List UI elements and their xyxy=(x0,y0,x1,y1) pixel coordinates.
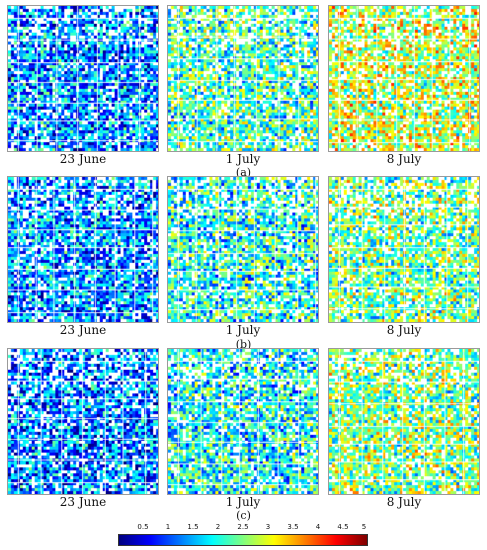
row-label-a: (a) xyxy=(235,166,252,179)
map-canvas xyxy=(8,349,158,494)
map-panel-a-3 xyxy=(328,5,480,152)
map-panel-a-2 xyxy=(167,5,319,152)
colorbar xyxy=(118,534,368,546)
map-panel-a-1 xyxy=(7,5,159,152)
colorbar-tick-label: 0.5 xyxy=(137,523,149,531)
map-panel-b-2 xyxy=(167,176,319,323)
map-panel-c-2 xyxy=(167,348,319,495)
row-label-c: (c) xyxy=(236,509,251,522)
colorbar-tick-label: 4 xyxy=(315,523,321,531)
panel-caption: 1 July xyxy=(225,495,261,509)
colorbar-tick-label: 3 xyxy=(265,523,271,531)
map-panel-b-3 xyxy=(328,176,480,323)
colorbar-tick-label: 5 xyxy=(361,523,367,531)
row-label-b: (b) xyxy=(235,338,252,351)
colorbar-tick-label: 3.5 xyxy=(287,523,299,531)
map-canvas xyxy=(329,349,479,494)
map-canvas xyxy=(168,177,318,322)
panel-caption: 1 July xyxy=(225,323,261,337)
colorbar-gradient xyxy=(119,535,367,545)
panel-caption: 8 July xyxy=(386,495,422,509)
map-canvas xyxy=(8,6,158,151)
map-canvas xyxy=(329,6,479,151)
map-panel-b-1 xyxy=(7,176,159,323)
colorbar-tick-label: 1 xyxy=(165,523,171,531)
map-canvas xyxy=(168,6,318,151)
panel-caption: 8 July xyxy=(386,323,422,337)
colorbar-tick-label: 1.5 xyxy=(187,523,199,531)
map-canvas xyxy=(8,177,158,322)
panel-caption: 23 June xyxy=(59,323,107,337)
panel-caption: 23 June xyxy=(59,495,107,509)
map-canvas xyxy=(329,177,479,322)
map-panel-c-3 xyxy=(328,348,480,495)
colorbar-tick-label: 2 xyxy=(215,523,221,531)
panel-caption: 23 June xyxy=(59,152,107,166)
colorbar-tick-label: 2.5 xyxy=(237,523,249,531)
map-canvas xyxy=(168,349,318,494)
colorbar-tick-label: 4.5 xyxy=(337,523,349,531)
map-panel-c-1 xyxy=(7,348,159,495)
panel-caption: 1 July xyxy=(225,152,261,166)
panel-caption: 8 July xyxy=(386,152,422,166)
